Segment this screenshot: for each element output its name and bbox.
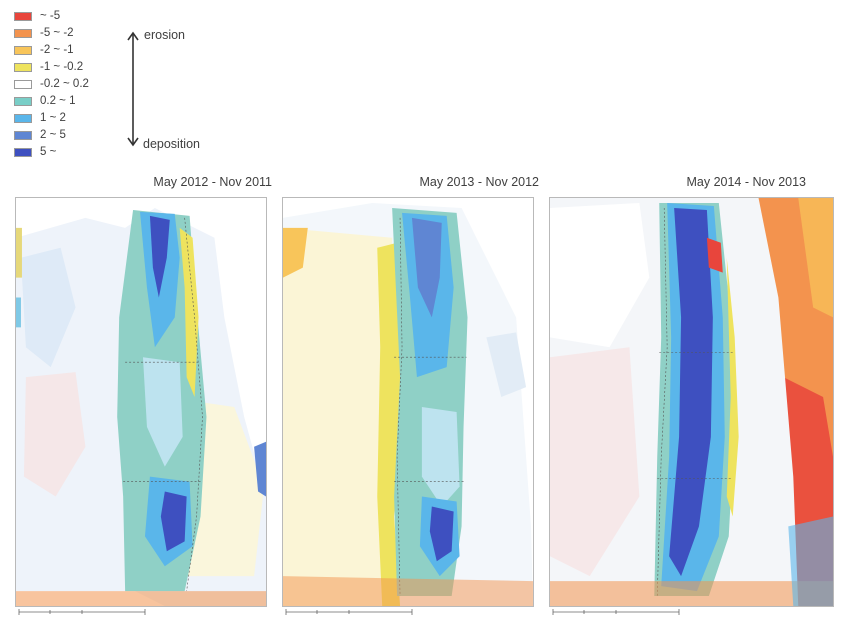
legend-item: ~ -5: [14, 8, 114, 25]
map-frame: [549, 197, 834, 607]
legend-label: -1 ~ -0.2: [40, 60, 84, 73]
legend-item: -2 ~ -1: [14, 42, 114, 59]
legend-item: 0.2 ~ 1: [14, 93, 114, 110]
map-frame: [282, 197, 534, 607]
legend-label: -2 ~ -1: [40, 43, 74, 56]
scale-bar: [282, 608, 534, 624]
legend-label: 5 ~: [40, 145, 57, 158]
legend-item: -5 ~ -2: [14, 25, 114, 42]
legend-item: 2 ~ 5: [14, 127, 114, 144]
legend-item: -0.2 ~ 0.2: [14, 76, 114, 93]
legend-label: -5 ~ -2: [40, 26, 74, 39]
scale-bar: [15, 608, 267, 624]
legend-swatch: [14, 80, 32, 89]
legend-swatch: [14, 131, 32, 140]
legend-swatch: [14, 97, 32, 106]
elevation-change-map: [550, 198, 833, 606]
legend-swatch: [14, 12, 32, 21]
panel-title: May 2014 - Nov 2013: [686, 175, 806, 189]
legend-swatch: [14, 114, 32, 123]
legend-item: 1 ~ 2: [14, 110, 114, 127]
erosion-label: erosion: [144, 28, 185, 42]
elevation-change-map: [16, 198, 266, 606]
legend-label: 2 ~ 5: [40, 128, 66, 141]
double-arrow-icon: [127, 31, 139, 147]
panel-title: May 2013 - Nov 2012: [419, 175, 539, 189]
elevation-change-map: [283, 198, 533, 606]
legend-swatch: [14, 148, 32, 157]
legend-swatch: [14, 63, 32, 72]
legend-swatch: [14, 46, 32, 55]
legend-label: 1 ~ 2: [40, 111, 66, 124]
legend-item: 5 ~: [14, 144, 114, 161]
legend-label: 0.2 ~ 1: [40, 94, 76, 107]
legend: ~ -5 -5 ~ -2 -2 ~ -1 -1 ~ -0.2 -0.2 ~ 0.…: [14, 8, 114, 161]
panel-title: May 2012 - Nov 2011: [153, 175, 272, 189]
scale-bar: [549, 608, 801, 624]
legend-item: -1 ~ -0.2: [14, 59, 114, 76]
map-frame: [15, 197, 267, 607]
legend-swatch: [14, 29, 32, 38]
legend-label: -0.2 ~ 0.2: [40, 77, 89, 90]
deposition-label: deposition: [143, 137, 200, 151]
legend-label: ~ -5: [40, 9, 61, 22]
